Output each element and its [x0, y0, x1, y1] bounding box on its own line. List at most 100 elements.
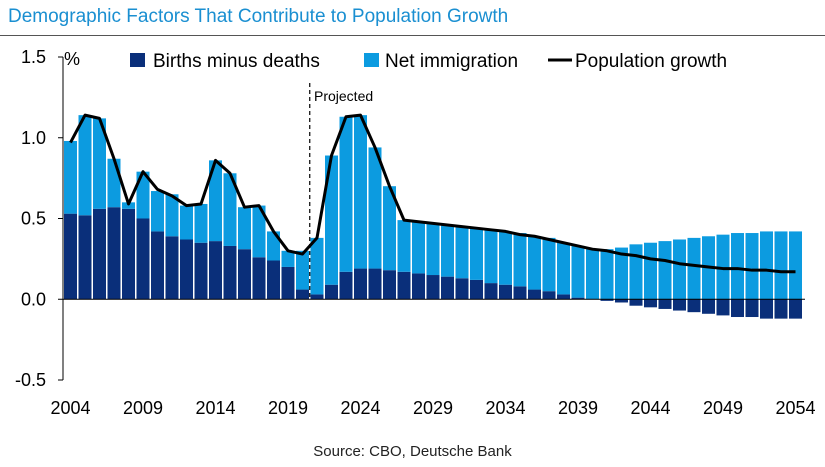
bar-births-2035 [513, 286, 527, 300]
bar-births-2026 [383, 270, 396, 300]
bar-births-2039 [571, 297, 585, 300]
bar-births-2014 [209, 241, 222, 300]
y-tick-label: 1.0 [21, 128, 46, 148]
bar-immigration-2038 [557, 242, 570, 295]
bar-births-2008 [122, 208, 135, 300]
bar-births-2042 [615, 299, 628, 303]
bar-immigration-2028 [412, 221, 425, 274]
bar-immigration-2019 [281, 250, 295, 267]
bar-immigration-2043 [629, 244, 643, 300]
y-tick-label: 0.0 [21, 289, 46, 309]
legend-swatch-births [130, 53, 145, 67]
x-tick-label: 2034 [485, 398, 525, 418]
bar-immigration-2007 [107, 158, 121, 208]
bar-immigration-2014 [209, 160, 222, 242]
bar-immigration-2012 [180, 205, 193, 240]
bar-births-2044 [644, 299, 657, 308]
bar-births-2019 [281, 266, 295, 300]
bar-immigration-2041 [600, 249, 614, 300]
y-tick-label: 1.5 [21, 47, 46, 67]
bar-births-2012 [180, 239, 193, 300]
population-growth-line [69, 113, 796, 274]
bar-births-2027 [397, 271, 411, 300]
bar-immigration-2027 [397, 220, 411, 272]
bar-births-2033 [484, 283, 498, 300]
bar-births-2051 [745, 299, 759, 318]
x-tick-label: 2029 [413, 398, 453, 418]
bar-immigration-2013 [194, 203, 208, 243]
bar-births-2017 [252, 257, 266, 300]
bar-immigration-2051 [745, 233, 759, 300]
bar-births-2041 [600, 299, 614, 301]
y-tick-label: -0.5 [15, 370, 46, 390]
bar-births-2030 [441, 276, 454, 300]
bar-births-2006 [93, 208, 106, 300]
bar-immigration-2030 [441, 224, 454, 277]
source-note: Source: CBO, Deutsche Bank [313, 443, 512, 460]
x-tick-label: 2054 [775, 398, 815, 418]
bar-births-2028 [412, 273, 425, 300]
bar-births-2046 [673, 299, 686, 311]
bar-births-2031 [455, 278, 469, 300]
bar-immigration-2009 [136, 171, 150, 219]
bar-births-2024 [354, 268, 367, 300]
x-tick-label: 2009 [123, 398, 163, 418]
bar-births-2022 [325, 284, 338, 300]
x-tick-label: 2004 [50, 398, 90, 418]
bar-immigration-2032 [470, 228, 483, 280]
bar-immigration-2004 [64, 140, 77, 214]
bar-immigration-2018 [267, 231, 280, 261]
bar-births-2034 [499, 284, 512, 300]
legend-label-immigration: Net immigration [385, 51, 518, 72]
bar-births-2038 [557, 294, 570, 300]
bar-births-2047 [687, 299, 701, 313]
x-tick-label: 2019 [268, 398, 308, 418]
bar-births-2050 [731, 299, 744, 318]
bar-immigration-2049 [716, 234, 730, 300]
x-tick-label: 2024 [340, 398, 380, 418]
bar-births-2023 [339, 271, 353, 300]
legend-swatch-immigration [364, 53, 379, 67]
projected-label: Projected [314, 88, 373, 104]
bar-births-2021 [310, 294, 324, 300]
bar-births-2045 [658, 299, 672, 309]
bar-immigration-2045 [658, 241, 672, 300]
bar-births-2010 [151, 231, 164, 300]
bar-immigration-2046 [673, 239, 686, 300]
bar-births-2009 [136, 218, 150, 300]
bar-immigration-2023 [339, 116, 353, 272]
bar-immigration-2042 [615, 247, 628, 300]
bar-immigration-2015 [223, 173, 237, 246]
bar-immigration-2011 [165, 194, 179, 237]
legend-label-births: Births minus deaths [153, 51, 320, 72]
x-tick-label: 2049 [703, 398, 743, 418]
title-divider [0, 35, 825, 36]
bar-births-2015 [223, 245, 237, 300]
bar-births-2052 [760, 299, 773, 319]
bar-births-2053 [774, 299, 788, 319]
bar-births-2029 [426, 275, 440, 300]
bar-births-2049 [716, 299, 730, 316]
bar-immigration-2054 [789, 231, 802, 300]
bar-births-2020 [296, 289, 309, 300]
bar-births-2032 [470, 279, 483, 300]
bar-immigration-2029 [426, 223, 440, 276]
bar-immigration-2040 [586, 249, 599, 300]
bar-births-2007 [107, 207, 121, 300]
bar-immigration-2021 [310, 237, 324, 295]
legend-label-population: Population growth [575, 51, 727, 72]
bar-births-2011 [165, 236, 179, 300]
bar-births-2036 [528, 289, 541, 300]
bar-births-2004 [64, 213, 77, 300]
bar-immigration-2024 [354, 115, 367, 269]
bars-layer [64, 115, 802, 319]
bar-immigration-2008 [122, 202, 135, 209]
bar-births-2013 [194, 242, 208, 300]
bar-births-2016 [238, 249, 251, 300]
bar-immigration-2052 [760, 231, 773, 300]
x-tick-label: 2039 [558, 398, 598, 418]
y-tick-label: 0.5 [21, 209, 46, 229]
bar-immigration-2047 [687, 237, 701, 300]
